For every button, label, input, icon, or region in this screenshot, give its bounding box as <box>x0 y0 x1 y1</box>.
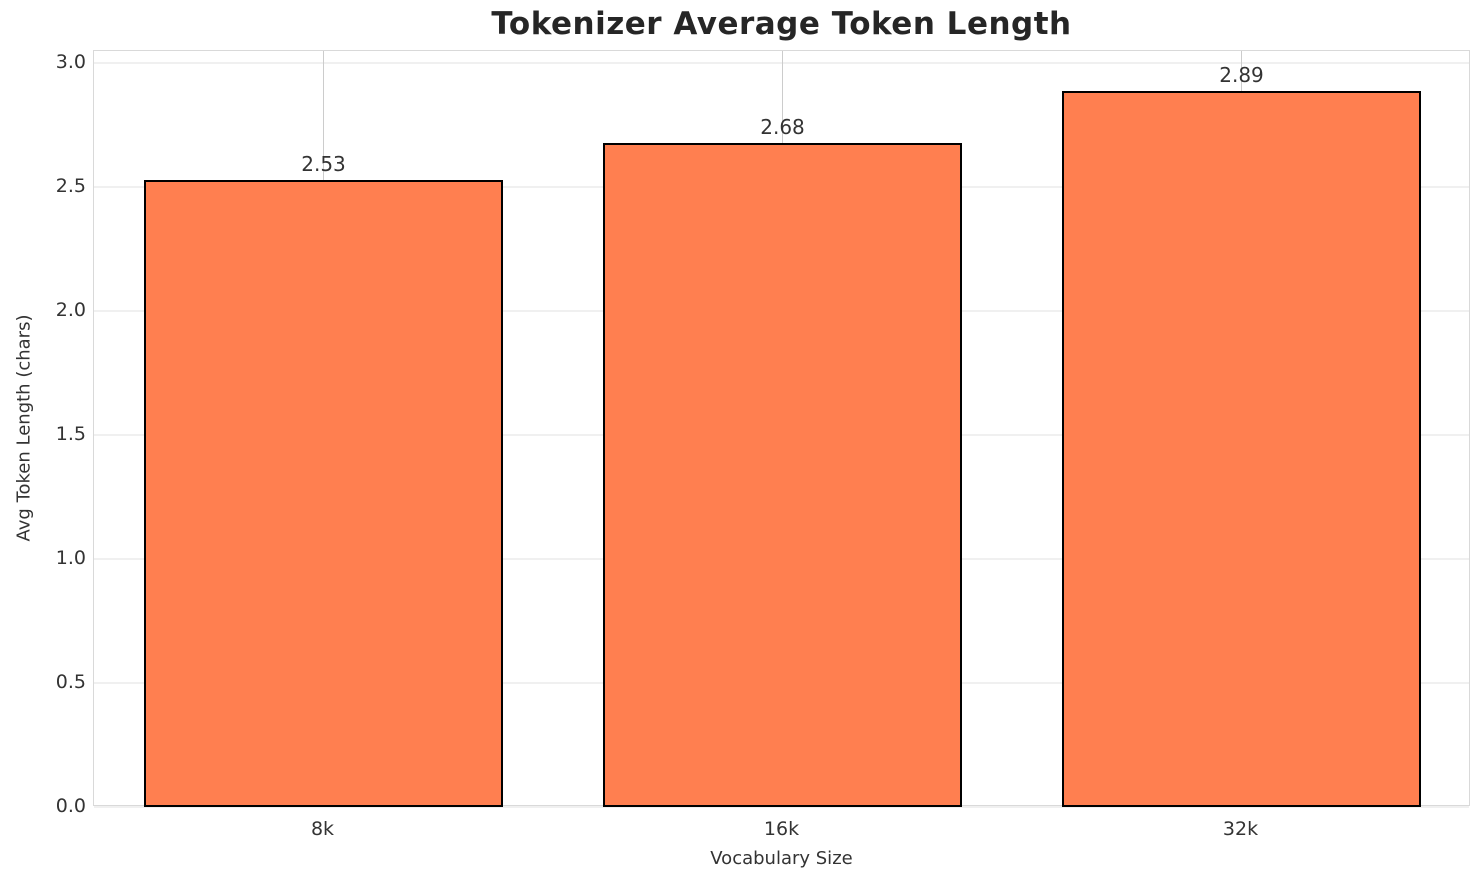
bar-16k <box>603 142 962 807</box>
y-axis-label: Avg Token Length (chars) <box>13 314 35 542</box>
bar-value-label: 2.53 <box>301 151 346 176</box>
bar-32k <box>1062 90 1421 807</box>
chart-title: Tokenizer Average Token Length <box>491 6 1072 42</box>
y-tick-label: 1.5 <box>55 423 86 446</box>
y-tick-label: 1.0 <box>55 547 86 570</box>
x-tick-label-16k: 16k <box>763 818 800 840</box>
bar-8k <box>144 179 503 807</box>
y-tick-label: 2.5 <box>55 175 86 198</box>
plot-area: 2.53 2.68 2.89 <box>93 50 1470 808</box>
y-tick-label: 2.0 <box>55 299 86 322</box>
gridline-horizontal <box>94 62 1469 65</box>
x-tick-label-8k: 8k <box>310 818 335 840</box>
bar-value-label: 2.89 <box>1219 62 1264 87</box>
x-axis-label: Vocabulary Size <box>710 848 853 869</box>
y-tick-label: 0.5 <box>55 671 86 694</box>
y-tick-label: 0.0 <box>55 795 86 817</box>
gridline-horizontal <box>94 806 1469 808</box>
bar-value-label: 2.68 <box>760 114 805 139</box>
x-tick-label-32k: 32k <box>1222 818 1259 840</box>
y-tick-label: 3.0 <box>55 51 86 74</box>
